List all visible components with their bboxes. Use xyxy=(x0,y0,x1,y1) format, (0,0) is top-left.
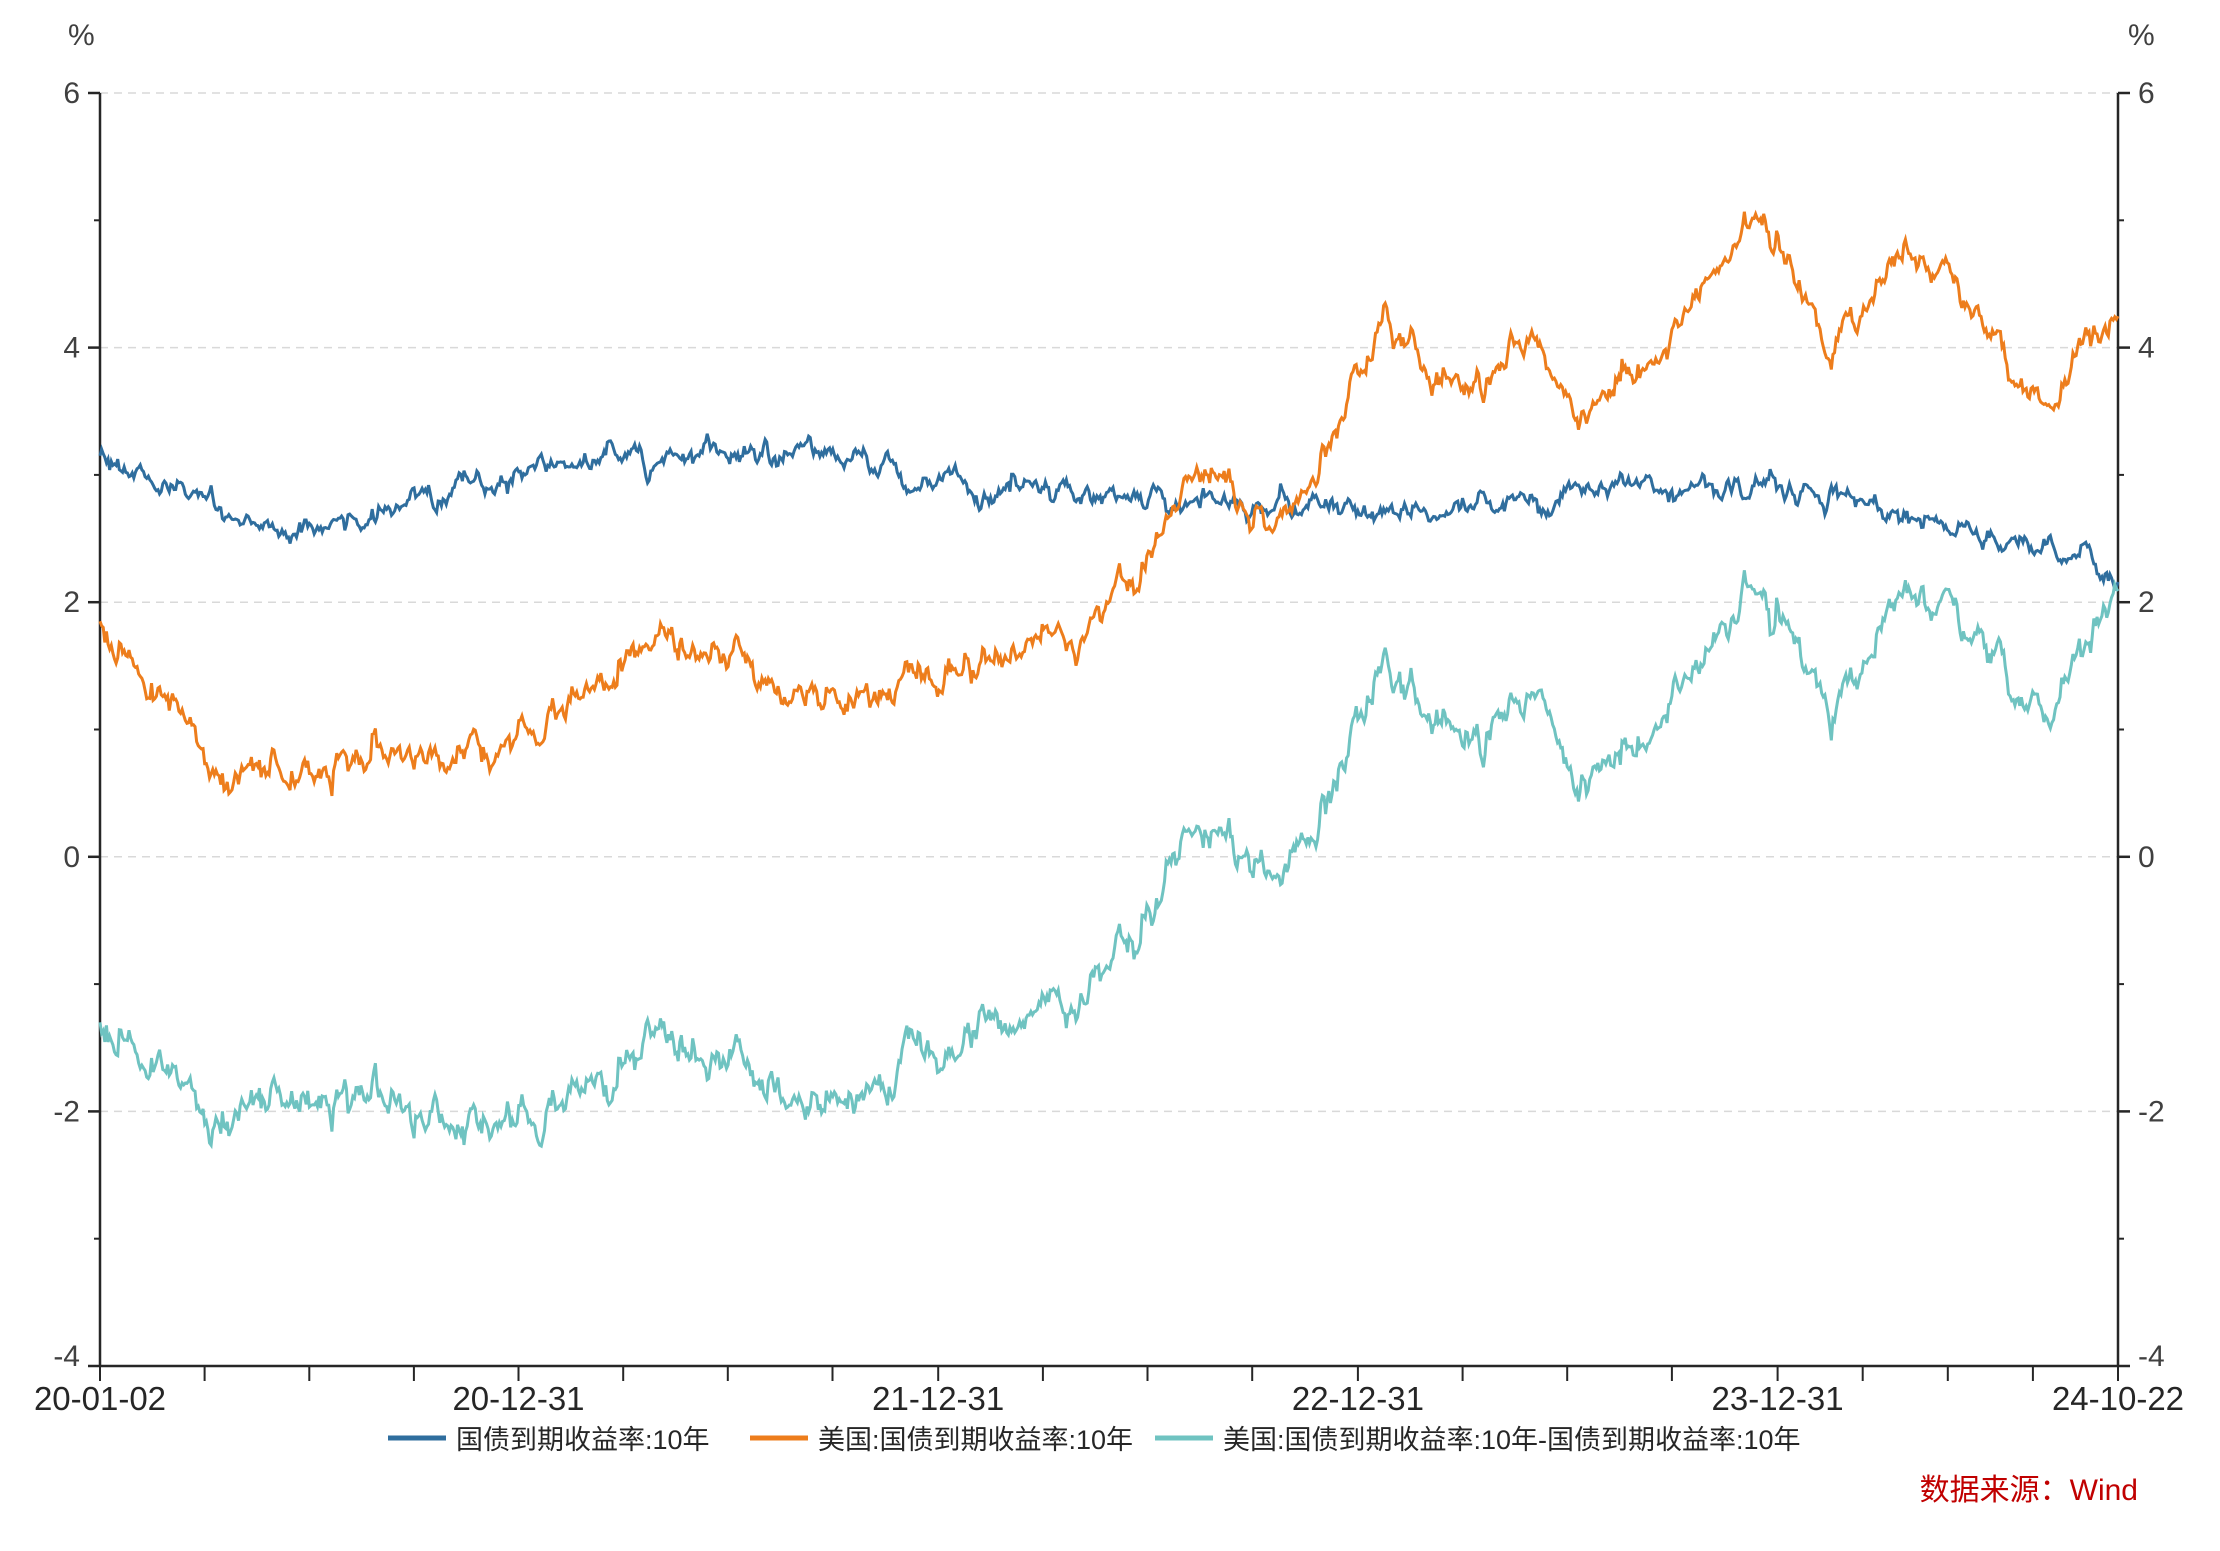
svg-text:-4: -4 xyxy=(2138,1340,2165,1373)
svg-text:20-01-02: 20-01-02 xyxy=(34,1380,166,1417)
svg-text:%: % xyxy=(2128,19,2155,52)
svg-text:6: 6 xyxy=(63,77,80,110)
svg-text:6: 6 xyxy=(2138,77,2155,110)
svg-text:-2: -2 xyxy=(2138,1095,2165,1128)
svg-text:美国:国债到期收益率:10年: 美国:国债到期收益率:10年 xyxy=(818,1425,1133,1455)
svg-text:-2: -2 xyxy=(53,1095,80,1128)
svg-text:4: 4 xyxy=(2138,332,2155,365)
svg-text:2: 2 xyxy=(2138,586,2155,619)
svg-text:美国:国债到期收益率:10年-国债到期收益率:10年: 美国:国债到期收益率:10年-国债到期收益率:10年 xyxy=(1223,1425,1801,1455)
svg-text:-4: -4 xyxy=(53,1340,80,1373)
svg-text:0: 0 xyxy=(63,841,80,874)
svg-text:4: 4 xyxy=(63,332,80,365)
svg-text:20-12-31: 20-12-31 xyxy=(452,1380,584,1417)
svg-text:数据来源：Wind: 数据来源：Wind xyxy=(1920,1474,2138,1507)
svg-text:23-12-31: 23-12-31 xyxy=(1712,1380,1844,1417)
svg-text:国债到期收益率:10年: 国债到期收益率:10年 xyxy=(456,1425,710,1455)
svg-text:21-12-31: 21-12-31 xyxy=(872,1380,1004,1417)
svg-text:22-12-31: 22-12-31 xyxy=(1292,1380,1424,1417)
svg-text:24-10-22: 24-10-22 xyxy=(2052,1380,2184,1417)
svg-text:0: 0 xyxy=(2138,841,2155,874)
svg-text:%: % xyxy=(68,19,95,52)
svg-text:2: 2 xyxy=(63,586,80,619)
